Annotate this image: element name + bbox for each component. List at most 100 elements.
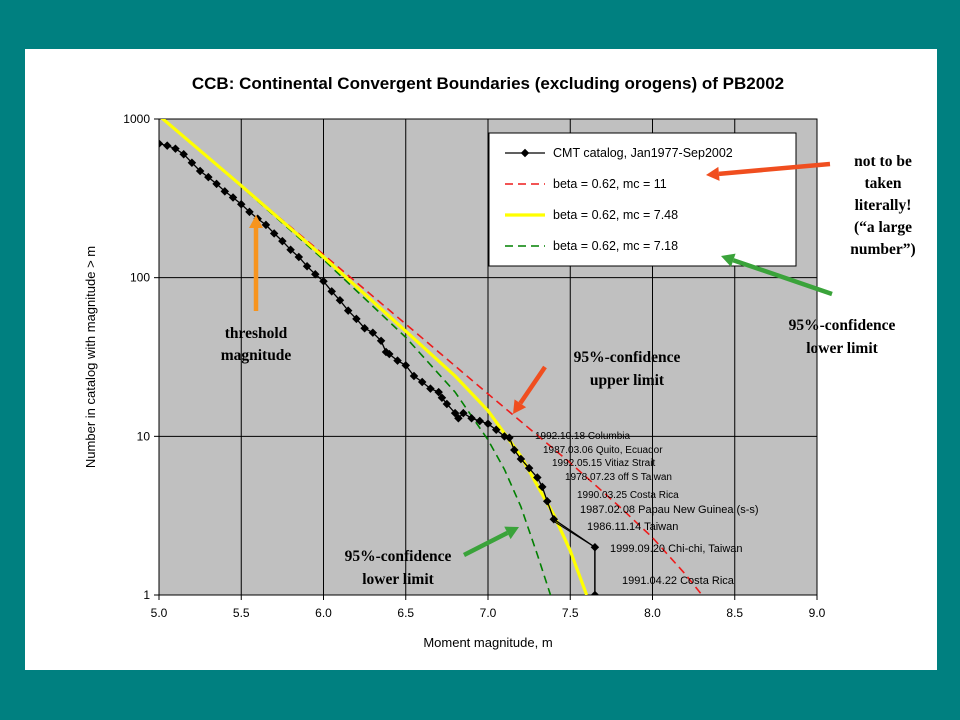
catalog-point [442,399,452,409]
legend-label-3: beta = 0.62, mc = 7.18 [553,239,678,253]
y-tick-label: 1 [143,588,150,602]
event-label: 1999.09.20 Chi-chi, Taiwan [610,543,743,555]
threshold-annotation: threshold [225,325,288,342]
catalog-point [162,141,172,150]
arrow-shaft [462,530,509,558]
catalog-point [204,172,213,182]
catalog-point [294,252,304,262]
catalog-point [327,287,336,296]
catalog-point [343,306,353,315]
not-literal-annotation: number”) [850,241,915,258]
x-tick-label: 5.5 [233,606,250,620]
catalog-point [533,473,542,482]
not-literal-annotation: not to be [854,153,912,170]
catalog-point [228,193,238,202]
arrow-shaft [518,365,547,405]
not-literal-annotation: taken [864,175,901,192]
catalog-point [368,328,378,337]
side-lower-limit-annotation: lower limit [806,340,878,357]
catalog-point [505,433,514,442]
y-axis-title: Number in catalog with magnitude > m [83,246,98,468]
event-connector [550,518,596,548]
catalog-point [510,445,519,455]
catalog-point [311,270,320,279]
catalog-point [467,414,476,423]
threshold-annotation: magnitude [221,347,292,364]
not-literal-arrow [706,161,831,181]
arrow-shaft [732,258,833,297]
slide: CCB: Continental Convergent Boundaries (… [25,49,937,670]
catalog-point [459,408,468,418]
catalog-point [179,149,188,159]
catalog-point [302,262,312,271]
annotations: threshold magnitude 95%-confidence upper li… [221,153,916,588]
catalog-point [516,454,526,464]
arrow-head [513,399,527,414]
lower-limit-annotation: 95%-confidence [345,548,452,565]
catalog-point [159,139,164,148]
catalog-point [237,200,246,209]
catalog-point [426,384,435,393]
event-label: 1986.11.14 Taiwan [587,521,678,533]
chart: CCB: Continental Convergent Boundaries (… [83,74,916,650]
event-label: 1991.04.22 Costa Rica [622,575,735,587]
x-axis-title: Moment magnitude, m [423,635,552,650]
lower-limit-arrow [462,526,519,558]
event-label: 1990.03.25 Costa Rica [577,490,679,501]
catalog-point [195,166,205,176]
legend-label-0: CMT catalog, Jan1977-Sep2002 [553,146,733,160]
arrow-head [721,253,736,267]
catalog-point [360,324,369,333]
catalog-point [385,349,394,359]
event-label: 1992.05.15 Vitiaz Strait [552,458,655,469]
catalog-point [393,356,402,365]
y-tick-label: 10 [137,429,151,443]
y-tick-label: 100 [130,271,150,285]
event-label: 1987.03.06 Quito, Ecuador [543,445,663,456]
y-axis-ticks: 1 10 100 1000 [123,112,159,602]
x-tick-label: 6.5 [397,606,414,620]
side-lower-limit-arrow [721,253,833,297]
not-literal-annotation: literally! [855,197,912,214]
catalog-point [269,229,279,238]
catalog-point [261,220,271,230]
catalog-point [542,496,552,506]
catalog-point [538,482,547,492]
upper-limit-annotation: 95%-confidence [574,349,681,366]
catalog-point [319,276,328,286]
catalog-point [491,425,501,435]
x-tick-label: 8.5 [726,606,743,620]
catalog-point [475,416,485,426]
series-line-2 [160,119,589,595]
legend-box [488,132,797,267]
x-tick-label: 7.5 [562,606,579,620]
catalog-point [524,463,534,473]
arrow-head [504,526,519,540]
catalog-point [417,377,427,387]
x-tick-label: 8.0 [644,606,661,620]
catalog-point [187,158,197,167]
catalog-point [437,393,447,403]
grid-lines [159,119,817,595]
catalog-point [483,419,493,429]
legend-label-1: beta = 0.62, mc = 11 [553,177,667,191]
arrow-head [249,215,263,228]
x-tick-label: 5.0 [151,606,168,620]
arrow-shaft [718,161,831,177]
x-tick-label: 7.0 [480,606,497,620]
catalog-point [409,371,419,381]
catalog-point [454,414,463,423]
chart-title: CCB: Continental Convergent Boundaries (… [192,74,784,93]
legend: CMT catalog, Jan1977-Sep2002 beta = 0.62,… [488,132,797,267]
x-tick-label: 6.0 [315,606,332,620]
event-label: 1992.10.18 Columbia [535,431,631,442]
threshold-arrow [249,215,263,311]
catalog-point [171,144,180,153]
event-label: 1987.02.08 Papau New Guinea (s-s) [580,504,759,516]
legend-label-2: beta = 0.62, mc = 7.48 [553,208,678,222]
catalog-point [278,236,287,246]
side-lower-limit-annotation: 95%-confidence [789,317,896,334]
catalog-point [335,296,345,305]
upper-limit-annotation: upper limit [590,372,665,389]
x-axis-ticks: 5.0 5.5 6.0 6.5 7.0 7.5 8.0 8.5 9.0 [151,595,826,620]
